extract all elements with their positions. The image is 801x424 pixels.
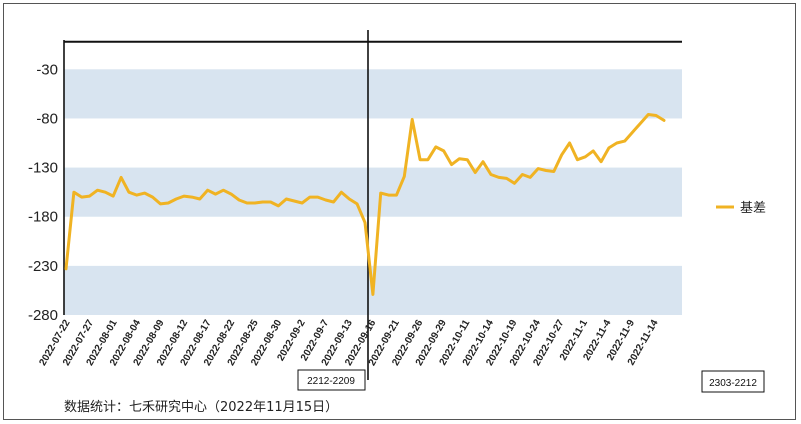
grid-band — [64, 167, 682, 217]
source-note: 数据统计：七禾研究中心（2022年11月15日） — [64, 400, 339, 415]
series-layer — [64, 113, 666, 296]
axes — [63, 30, 682, 380]
contract-boxes: 2212-2209 2303-2212 — [297, 369, 765, 393]
y-tick-label: -30 — [36, 61, 58, 78]
x-axis-ticks: 2022-07-222022-07-272022-08-012022-08-04… — [37, 318, 660, 368]
contract-label-2: 2303-2212 — [709, 378, 757, 389]
legend: 基差 — [716, 201, 766, 216]
series-line-basis — [64, 113, 666, 296]
y-tick-label: -80 — [36, 110, 58, 127]
y-tick-label: -180 — [28, 209, 58, 226]
grid-band — [64, 69, 682, 119]
y-tick-label: -130 — [28, 160, 58, 177]
y-axis-ticks: -30 -80 -130 -180 -230 -280 — [28, 61, 58, 324]
chart-frame — [3, 3, 796, 420]
contract-box-1 — [297, 369, 366, 391]
y-tick-label: -230 — [28, 258, 58, 275]
y-tick-label: -280 — [28, 307, 58, 324]
legend-label: 基差 — [740, 201, 766, 216]
contract-box-2 — [701, 370, 765, 393]
contract-label-1: 2212-2209 — [307, 376, 355, 387]
